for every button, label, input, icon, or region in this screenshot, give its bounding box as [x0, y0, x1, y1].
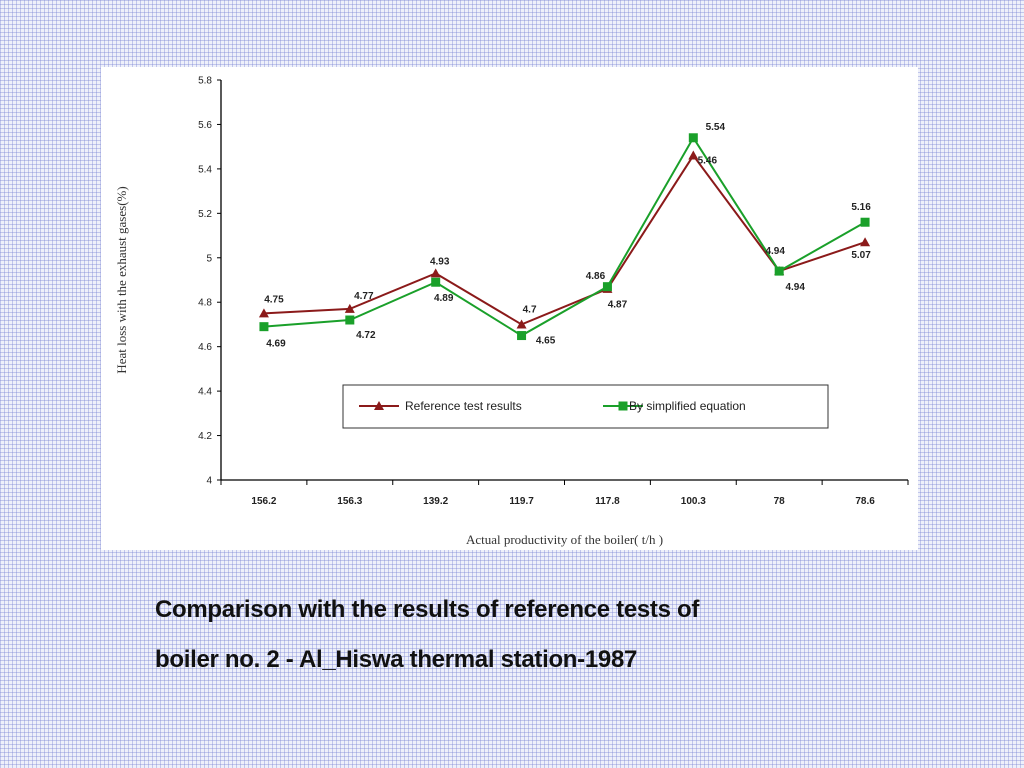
legend-swatch-marker — [618, 401, 628, 411]
data-label-simplified: 4.87 — [608, 300, 628, 311]
data-label-simplified: 5.16 — [851, 202, 871, 213]
data-label-reference: 4.94 — [765, 246, 785, 257]
series-line-simplified — [263, 135, 866, 337]
x-tick-label: 119.7 — [509, 496, 534, 507]
data-label-simplified: 4.94 — [785, 282, 805, 293]
y-tick-label: 5.6 — [198, 120, 212, 131]
legend-label-reference: Reference test results — [405, 399, 522, 413]
y-tick-label: 4.6 — [198, 342, 212, 353]
y-axis-title: Heat loss with the exhaust gases(%) — [114, 186, 129, 373]
series-line-reference — [263, 153, 866, 326]
data-point-reference — [516, 319, 527, 329]
data-point-reference — [860, 237, 871, 247]
data-label-simplified: 4.89 — [434, 293, 454, 304]
legend-swatch-marker — [374, 401, 384, 410]
x-tick-label: 139.2 — [423, 496, 448, 507]
data-point-simplified — [517, 331, 527, 341]
data-point-simplified — [860, 217, 870, 227]
line-chart: 4 4.2 4.4 4.6 4.8 5 5.2 5.4 5.6 5.8 156.2 156.3 139.… — [114, 76, 909, 547]
data-label-reference: 5.46 — [698, 156, 718, 167]
data-point-simplified — [431, 277, 441, 287]
data-point-reference — [688, 150, 699, 160]
x-axis-title: Actual productivity of the boiler( t/h ) — [466, 532, 663, 547]
x-tick-label: 78.6 — [855, 496, 875, 507]
y-tick-label: 4.4 — [198, 387, 212, 398]
x-tick-label: 156.3 — [337, 496, 362, 507]
data-point-reference — [344, 303, 355, 313]
y-tick-label: 5.4 — [198, 164, 212, 175]
data-point-reference — [258, 308, 269, 318]
data-label-reference: 4.93 — [430, 256, 450, 267]
caption-line-2: boiler no. 2 - Al_Hiswa thermal station-… — [155, 646, 638, 673]
legend: Reference test results By simplified equa… — [342, 384, 829, 429]
y-tick-label: 5.2 — [198, 209, 212, 220]
data-label-reference: 4.7 — [523, 304, 537, 315]
y-tick-label: 4 — [206, 476, 212, 487]
x-tick-label: 78 — [774, 496, 786, 507]
x-tick-label: 156.2 — [251, 496, 276, 507]
data-label-simplified: 5.54 — [706, 122, 726, 133]
data-point-simplified — [259, 322, 269, 332]
data-label-reference: 4.77 — [354, 291, 374, 302]
y-tick-label: 5 — [206, 253, 212, 264]
data-point-reference — [430, 268, 441, 278]
y-tick-label: 4.2 — [198, 431, 212, 442]
data-label-simplified: 4.69 — [266, 339, 286, 350]
data-label-simplified: 4.65 — [536, 336, 556, 347]
caption-line-1: Comparison with the results of reference… — [155, 596, 700, 623]
legend-label-simplified: By simplified equation — [629, 399, 746, 413]
x-tick-label: 100.3 — [681, 496, 706, 507]
data-label-simplified: 4.72 — [356, 330, 376, 341]
legend-box — [342, 384, 829, 429]
y-tick-label: 5.8 — [198, 76, 212, 87]
data-label-reference: 4.75 — [264, 294, 284, 305]
chart-panel: 4 4.2 4.4 4.6 4.8 5 5.2 5.4 5.6 5.8 156.2 156.3 139.… — [101, 67, 918, 550]
data-point-simplified — [688, 133, 698, 143]
data-label-reference: 4.86 — [586, 271, 606, 282]
data-label-reference: 5.07 — [851, 250, 871, 261]
y-tick-label: 4.8 — [198, 298, 212, 309]
data-point-simplified — [345, 315, 355, 325]
data-point-simplified — [774, 266, 784, 276]
x-tick-label: 117.8 — [595, 496, 620, 507]
data-point-simplified — [602, 282, 612, 292]
